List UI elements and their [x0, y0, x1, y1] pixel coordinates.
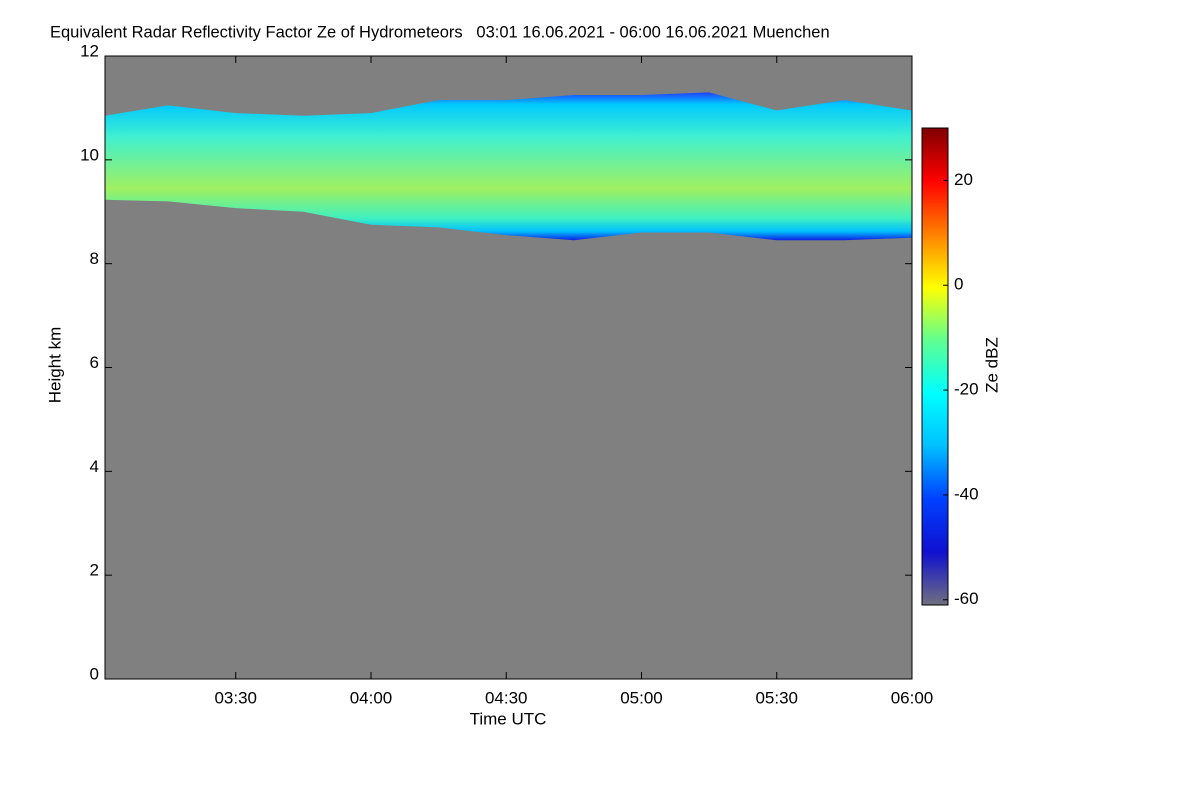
y-tick-label: 10 — [80, 145, 99, 164]
colorbar — [921, 127, 949, 606]
y-axis-label: Height km — [45, 327, 64, 404]
x-tick-label: 06:00 — [891, 688, 934, 707]
x-tick-label: 05:00 — [620, 688, 663, 707]
x-axis-label: Time UTC — [470, 709, 547, 728]
colorbar-label: Ze dBZ — [982, 337, 1001, 393]
y-tick-label: 6 — [90, 353, 99, 372]
colorbar-tick-label: -20 — [954, 380, 979, 399]
y-tick-label: 12 — [80, 41, 99, 60]
x-tick-label: 04:30 — [485, 688, 528, 707]
x-tick-label: 05:30 — [755, 688, 798, 707]
colorbar-tick-label: -40 — [954, 484, 979, 503]
x-tick-label: 04:00 — [350, 688, 393, 707]
colorbar-tick-label: -60 — [954, 589, 979, 608]
cloud-echo — [105, 92, 912, 241]
y-tick-label: 4 — [90, 457, 99, 476]
y-tick-label: 2 — [90, 561, 99, 580]
chart-title: Equivalent Radar Reflectivity Factor Ze … — [50, 23, 830, 41]
colorbar-tick-label: 0 — [954, 275, 963, 294]
y-tick-label: 0 — [90, 664, 99, 683]
y-tick-label: 8 — [90, 249, 99, 268]
x-tick-label: 03:30 — [214, 688, 257, 707]
colorbar-tick-label: 20 — [954, 170, 973, 189]
